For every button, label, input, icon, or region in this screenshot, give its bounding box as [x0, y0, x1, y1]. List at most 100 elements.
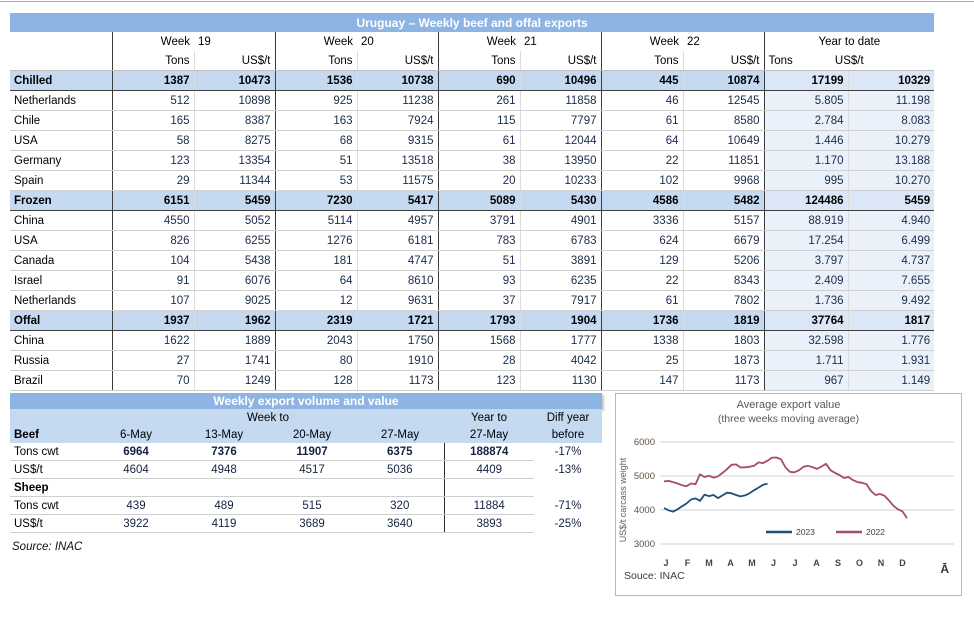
x-tick-label: N [878, 558, 885, 568]
row-label: Canada [10, 250, 112, 271]
cell: 64 [274, 270, 357, 291]
cell: 10473 [193, 70, 275, 91]
cell: 624 [600, 230, 683, 251]
table-row: US$/t 4604 4948 4517 5036 4409 -13% [10, 460, 602, 479]
cell [180, 478, 268, 497]
cell: 8610 [356, 270, 438, 291]
cell: 1817 [847, 310, 935, 331]
table-row: Tons cwt 439 489 515 320 11884 -71% [10, 496, 602, 515]
row-label: Brazil [10, 370, 112, 391]
cell: 1338 [600, 330, 683, 351]
weekly-group-header-row: Week to Year to Diff year [10, 409, 603, 426]
row-label: Germany [10, 150, 112, 171]
cell: 6255 [193, 230, 275, 251]
cell: 9.492 [847, 290, 935, 311]
cell: 5417 [356, 190, 438, 211]
cell: 512 [111, 90, 194, 111]
cell [443, 478, 534, 497]
cell [356, 478, 444, 497]
cell: 439 [92, 496, 180, 515]
cell: 10496 [519, 70, 601, 91]
exports-table-title: Uruguay – Weekly beef and offal exports [10, 13, 935, 32]
y-tick-label: 6000 [634, 437, 655, 448]
table-row: Canada 104 5438 181 4747 51 3891 129 5206 3.797 4.… [10, 250, 935, 271]
cell: 3891 [519, 250, 601, 271]
cell: 53 [274, 170, 357, 191]
cell: 9025 [193, 290, 275, 311]
y-tick-label: 3000 [634, 539, 655, 550]
cell: 9631 [356, 290, 438, 311]
cell: 1910 [356, 350, 438, 371]
cell: 10329 [847, 70, 935, 91]
cell: 123 [437, 370, 520, 391]
chart-plot-area: 3000 4000 5000 6000 J F M A M J J A S O N D US$/t carcas… [618, 437, 954, 568]
cell: 165 [111, 110, 194, 131]
x-tick-label: M [705, 558, 713, 568]
cell: 4.737 [847, 250, 935, 271]
row-label: Offal [10, 310, 112, 331]
x-tick-label: J [792, 558, 797, 568]
cell: 1873 [682, 350, 764, 371]
cell: 181 [274, 250, 357, 271]
cell: 61 [600, 110, 683, 131]
cell [268, 478, 356, 497]
cell: 7924 [356, 110, 438, 131]
cell: 1721 [356, 310, 438, 331]
export-value-chart: Average export value (three weeks moving… [615, 393, 962, 596]
cell: 925 [274, 90, 357, 111]
week19-label: Week [111, 32, 194, 51]
row-label: Spain [10, 170, 112, 191]
cell: 4517 [268, 460, 356, 479]
cell: 1750 [356, 330, 438, 351]
cell: 6235 [519, 270, 601, 291]
series-2022-line [663, 456, 908, 519]
table-row: Sheep [10, 478, 602, 497]
cell: 1387 [111, 70, 194, 91]
row-label: Netherlands [10, 290, 112, 311]
row-label: Tons cwt [10, 443, 92, 461]
row-label: Chile [10, 110, 112, 131]
cell: 88.919 [763, 210, 848, 231]
cell: 3336 [600, 210, 683, 231]
table-row: Chile 165 8387 163 7924 115 7797 61 8580 2.784 8.0… [10, 110, 935, 131]
cell: -17% [554, 445, 582, 458]
table-row: Spain 29 11344 53 11575 20 10233 102 9968 995 10.2… [10, 170, 935, 191]
cell: 6.499 [847, 230, 935, 251]
cell: 6076 [193, 270, 275, 291]
x-tick-label: F [685, 558, 691, 568]
cell: 1568 [437, 330, 520, 351]
cell: 9968 [682, 170, 764, 191]
cell: 4957 [356, 210, 438, 231]
cell: 124486 [763, 190, 848, 211]
x-tick-label: S [835, 558, 841, 568]
tons-header: Tons [274, 51, 357, 71]
cell: 4586 [600, 190, 683, 211]
row-label: USA [10, 130, 112, 151]
table-row: China 4550 5052 5114 4957 3791 4901 3336 5157 88.… [10, 210, 935, 231]
cell: 2.409 [763, 270, 848, 291]
x-tick-label: J [771, 558, 776, 568]
cell: 1536 [274, 70, 357, 91]
cell: 93 [437, 270, 520, 291]
cell: 10.279 [847, 130, 935, 151]
cell: 7376 [180, 443, 268, 461]
weekly-title-row: Weekly export volume and value [10, 393, 603, 409]
usd-header: US$/t [356, 51, 438, 71]
units-header-row: Tons US$/t Tons US$/t Tons US$/t Tons US… [10, 51, 935, 71]
cell: 11575 [356, 170, 438, 191]
y-axis-label: US$/t carcass weight [618, 457, 628, 542]
cell: 102 [600, 170, 683, 191]
exports-table: Uruguay – Weekly beef and offal exports … [10, 13, 935, 391]
top-border [0, 1, 974, 2]
series-2023-line [663, 482, 768, 513]
chart-source: Souce: INAC [624, 570, 685, 582]
cell: 27 [111, 350, 194, 371]
cell: 7802 [682, 290, 764, 311]
empty-corner [10, 409, 92, 426]
cell: 8.083 [847, 110, 935, 131]
diff-year-header: Diff year [534, 409, 603, 426]
cell: 967 [763, 370, 848, 391]
cell: 58 [111, 130, 194, 151]
cell: 10738 [356, 70, 438, 91]
cell: 1.170 [763, 150, 848, 171]
